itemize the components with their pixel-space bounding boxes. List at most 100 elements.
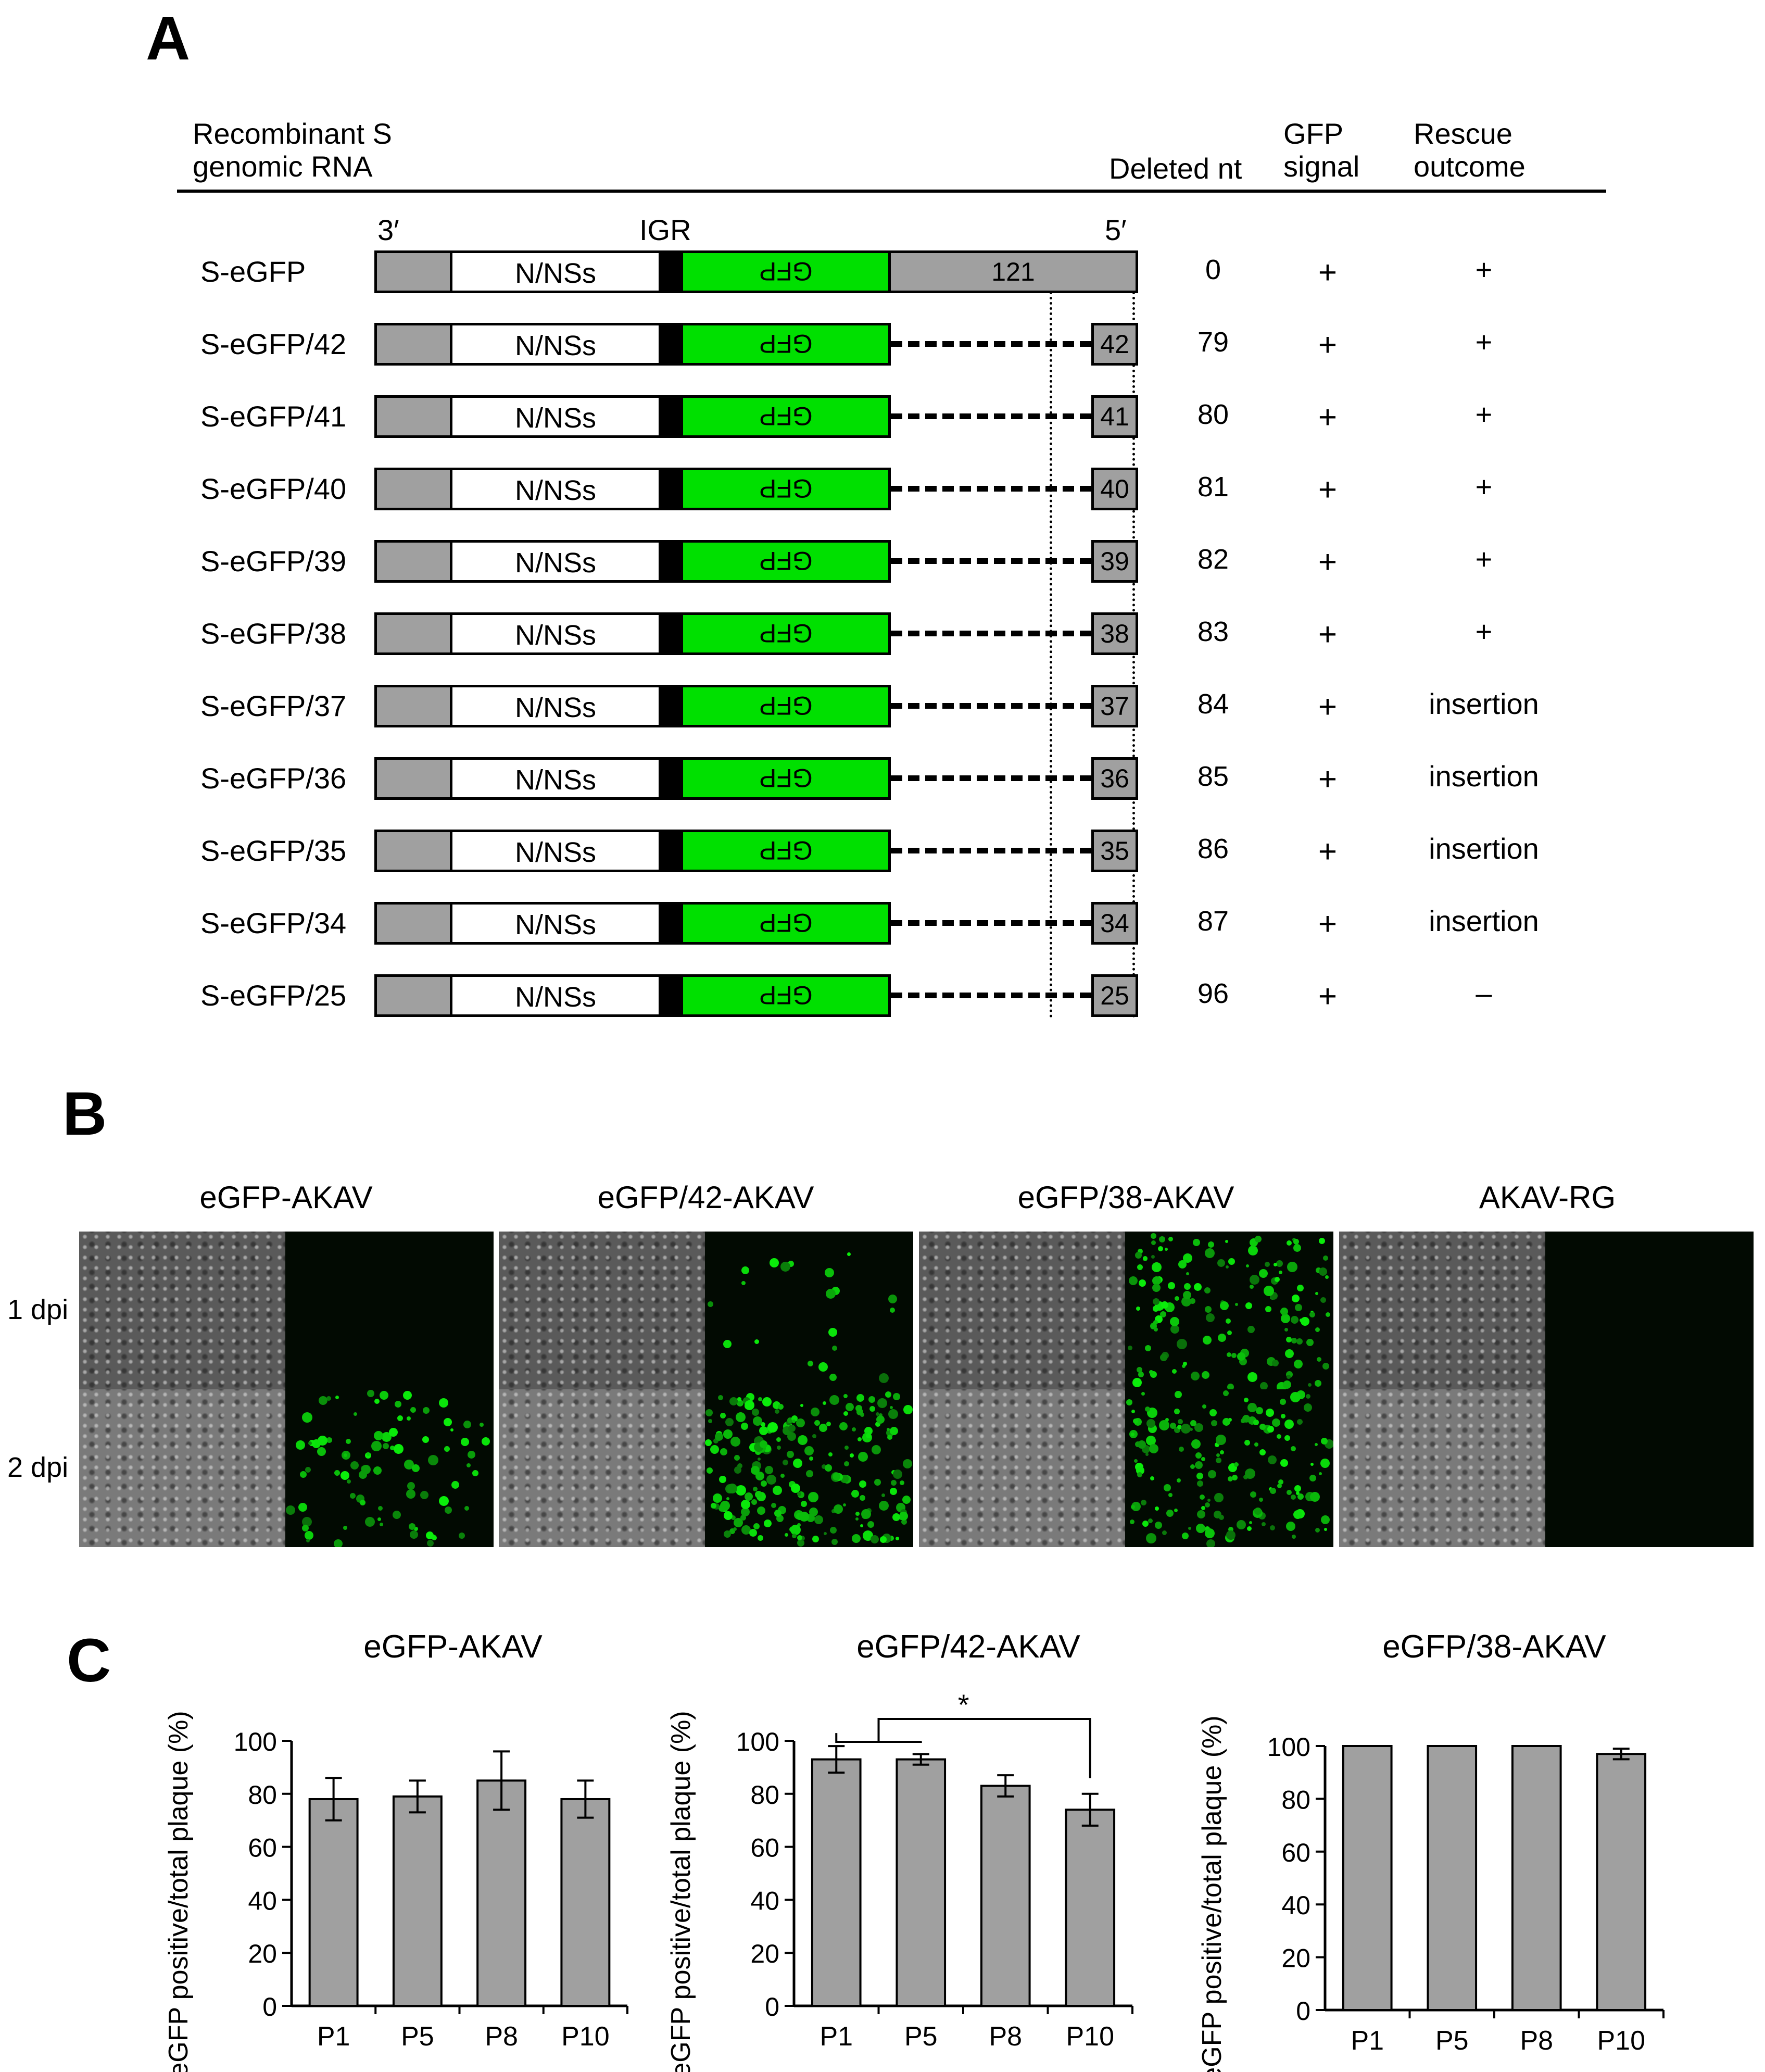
gfp-cell [708, 1301, 713, 1307]
gfp-cell [796, 1418, 805, 1427]
construct-name: S-eGFP/35 [200, 834, 347, 867]
gfp-cell [1228, 1418, 1232, 1422]
gfp-cell [463, 1421, 471, 1428]
gfp-cell [1148, 1518, 1153, 1523]
gfp-cell [1325, 1275, 1329, 1279]
gfp-cell [374, 1431, 383, 1440]
gfp-cell [1162, 1530, 1167, 1535]
deletion-dashed-line [891, 341, 1091, 347]
gfp-cell [302, 1517, 312, 1527]
gfp-cell [705, 1409, 713, 1416]
deletion-dashed-line [891, 775, 1091, 781]
y-tick-label: 40 [750, 1886, 779, 1915]
gfp-cell [482, 1437, 490, 1446]
gfp-cell [753, 1487, 758, 1491]
gfp-cell [759, 1426, 768, 1435]
header-rule [177, 190, 1606, 193]
gfp-cell [881, 1493, 885, 1497]
deletion-boundary-line [1050, 292, 1052, 1018]
panel-b-label: B [62, 1079, 107, 1148]
gfp-cell [1219, 1515, 1224, 1520]
gfp-cell [855, 1517, 859, 1521]
gfp-cell [410, 1530, 418, 1539]
gfp-cell [874, 1479, 881, 1486]
gfp-cell [1309, 1475, 1316, 1481]
gfp-cell [753, 1416, 762, 1426]
gfp-cell [867, 1521, 874, 1528]
gfp-cell [788, 1425, 796, 1432]
utr-5prime-box: 36 [1091, 757, 1138, 800]
gfp-label-inverted: GFP [759, 619, 813, 648]
gfp-cell [1170, 1317, 1179, 1326]
y-tick-label: 0 [262, 1992, 277, 2021]
deleted-nt-value: 87 [1197, 906, 1229, 937]
gfp-cell [365, 1517, 375, 1527]
gfp-cell [741, 1266, 749, 1274]
gfp-cell [1154, 1327, 1158, 1332]
gfp-cell [850, 1453, 854, 1458]
deleted-nt-value: 79 [1197, 327, 1229, 358]
x-tick-label: P5 [904, 2021, 938, 2052]
gfp-cell [767, 1422, 778, 1433]
gfp-segment: GFP [680, 974, 891, 1017]
gfp-signal-value: + [1318, 617, 1338, 652]
gfp-cell [1168, 1282, 1175, 1289]
gfp-cell [893, 1470, 902, 1479]
gfp-cell [374, 1399, 380, 1404]
gfp-cell [308, 1441, 312, 1445]
rescue-outcome-value: + [1475, 398, 1493, 431]
gfp-label-inverted: GFP [759, 691, 813, 720]
gfp-cell [422, 1436, 429, 1443]
utr-3prime-box [374, 685, 452, 727]
gfp-cell [439, 1398, 448, 1408]
gfp-segment: GFP [680, 323, 891, 366]
gfp-cell [1286, 1522, 1295, 1531]
gfp-cell [741, 1500, 750, 1509]
rescue-outcome-value: – [1476, 977, 1492, 1010]
gfp-cell [1138, 1440, 1146, 1449]
gfp-cell [1256, 1407, 1263, 1414]
bar [1427, 1745, 1478, 2011]
gfp-cell [1181, 1424, 1191, 1434]
gfp-cell [890, 1427, 898, 1435]
gfp-cell [818, 1362, 828, 1372]
gfp-cell [414, 1527, 418, 1531]
gfp-cell [1296, 1338, 1303, 1345]
gfp-signal-value: + [1318, 327, 1338, 363]
utr-3prime-box [374, 974, 452, 1017]
micro-col-label-2: eGFP/42-AKAV [597, 1180, 814, 1215]
gfp-cell [390, 1446, 395, 1450]
utr-3prime-box [374, 323, 452, 366]
gfp-cell [1168, 1493, 1173, 1497]
gfp-cell [1290, 1392, 1301, 1402]
gfp-cell [724, 1511, 733, 1520]
gfp-cell [410, 1407, 416, 1413]
gfp-cell [1228, 1527, 1233, 1532]
header-rescue-line2: outcome [1414, 150, 1526, 183]
gfp-cell [892, 1513, 900, 1521]
fluorescence-image [1545, 1232, 1754, 1389]
gfp-cell [741, 1423, 748, 1430]
y-tick-label: 20 [248, 1939, 277, 1968]
gfp-cell [1155, 1522, 1162, 1529]
gfp-cell [334, 1470, 340, 1476]
utr-5prime-box: 35 [1091, 830, 1138, 872]
gfp-cell [1254, 1442, 1258, 1447]
gfp-cell [296, 1440, 305, 1450]
gfp-cell [1277, 1434, 1281, 1439]
construct-name: S-eGFP/25 [200, 979, 347, 1012]
phase-contrast-image [1339, 1232, 1545, 1389]
gfp-cell [888, 1295, 897, 1303]
gfp-cell [880, 1536, 887, 1543]
gfp-cell [793, 1459, 802, 1468]
gfp-cell [903, 1459, 912, 1468]
x-tick-label: P5 [401, 2021, 434, 2052]
gfp-cell [758, 1397, 762, 1401]
gfp-cell [1201, 1457, 1205, 1461]
gfp-cell [1177, 1339, 1187, 1349]
y-tick-label: 20 [750, 1939, 779, 1968]
gfp-segment: GFP [680, 685, 891, 727]
gfp-cell [745, 1400, 754, 1410]
gfp-cell [1186, 1272, 1189, 1275]
gfp-cell [812, 1434, 816, 1438]
